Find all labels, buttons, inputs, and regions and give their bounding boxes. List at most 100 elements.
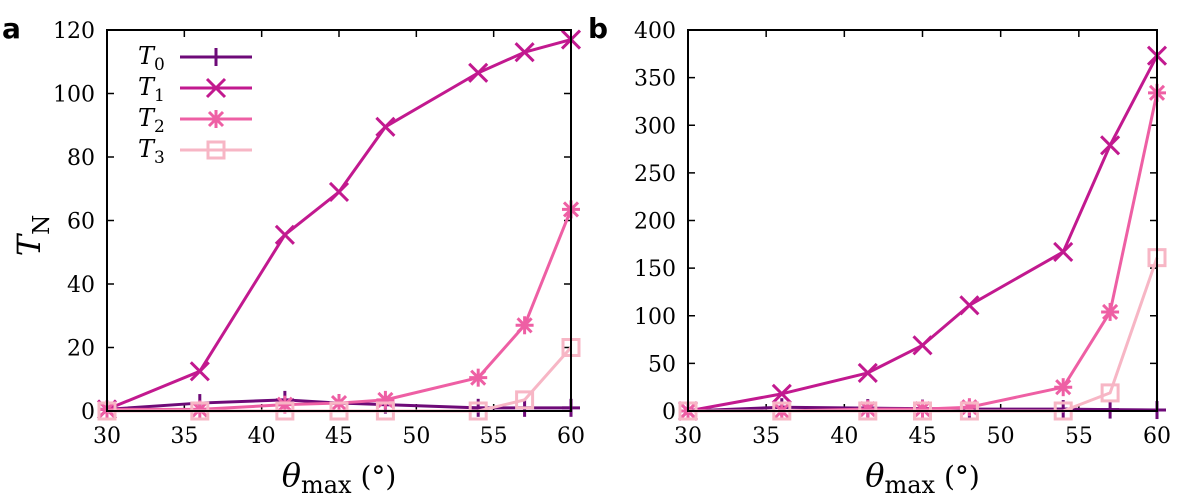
y-tick-label: 0: [662, 400, 676, 425]
x-tick-label: 40: [248, 424, 276, 449]
x-tick-label: 55: [1065, 424, 1093, 449]
x-tick-label: 45: [325, 424, 353, 449]
x-tick-label: 30: [93, 424, 121, 449]
x-tick-label: 40: [830, 424, 858, 449]
x-tick-label: 50: [402, 424, 430, 449]
panel-a: a 30 35 40 45 50 55 60 0 20 40 60 80 100 120 θmax (°) TN…: [2, 12, 585, 499]
data-point: [515, 390, 535, 410]
data-point: [468, 62, 489, 83]
panel-b: b 30 35 40 45 50 55 60 0 50 100 150 200 250 300 350 400 θ…: [588, 12, 1171, 499]
legend-entry-T2: T2: [138, 104, 252, 137]
data-point: [514, 42, 535, 63]
data-point: [1100, 383, 1120, 403]
data-point: [469, 368, 488, 387]
data-point: [375, 116, 396, 137]
point-marker-d2: [189, 361, 210, 382]
data-point: [190, 400, 209, 419]
point-marker-d2: [857, 362, 878, 383]
x-tick-label: 55: [480, 424, 508, 449]
series-line: [107, 208, 573, 411]
point-marker-d2: [514, 42, 535, 63]
data-point: [1053, 241, 1074, 262]
data-point: [912, 335, 933, 356]
x-tick-label: 35: [752, 424, 780, 449]
data-point: [189, 361, 210, 382]
data-point: [376, 390, 395, 409]
series-T2: [679, 83, 1166, 420]
y-axis-title: TN: [10, 215, 55, 256]
point-marker-d2: [468, 62, 489, 83]
point-marker-d2: [274, 224, 295, 245]
data-point: [1054, 378, 1073, 397]
point-marker-d2: [959, 295, 980, 316]
data-point: [1101, 400, 1120, 419]
x-tick-label: 35: [170, 424, 198, 449]
data-point: [328, 181, 350, 202]
x-tick-label: 45: [909, 424, 937, 449]
x-tick-label: 60: [1143, 424, 1171, 449]
legend-marker-box: [206, 140, 226, 160]
y-tick-label: 250: [634, 162, 676, 187]
x-axis-title: θmax (°): [282, 456, 397, 499]
y-tick-label: 200: [634, 210, 676, 235]
point-marker-d2: [377, 391, 394, 408]
legend-marker-d2: [205, 77, 227, 99]
legend-label: T2: [138, 104, 165, 137]
point-marker-d2: [191, 401, 208, 418]
y-tick-label: 120: [53, 19, 95, 44]
y-tick-label: 100: [53, 83, 95, 108]
y-tick-label: 50: [648, 352, 676, 377]
point-marker-d2: [276, 396, 293, 413]
point-marker-box: [1100, 383, 1120, 403]
x-tick-label: 30: [674, 424, 702, 449]
data-point: [1100, 135, 1121, 156]
plot-frame: [687, 29, 1158, 412]
data-point: [857, 362, 878, 383]
y-tick-label: 150: [634, 257, 676, 282]
data-point: [771, 383, 792, 404]
series-T2: [98, 200, 580, 419]
point-marker-d2: [516, 317, 533, 334]
point-marker-d2: [1100, 135, 1121, 156]
y-tick-label: 400: [634, 19, 676, 44]
y-tick-label: 350: [634, 67, 676, 92]
panel-letter: a: [2, 12, 21, 45]
point-marker-d2: [771, 383, 792, 404]
series-line: [688, 92, 1159, 413]
series-line: [106, 38, 572, 411]
y-tick-label: 80: [67, 146, 95, 171]
series-T3: [678, 248, 1167, 421]
legend-label: T1: [138, 73, 165, 106]
legend-entry-T3: T3: [138, 135, 252, 168]
x-axis-title: θmax (°): [865, 456, 980, 499]
point-marker-d2: [1102, 303, 1119, 321]
y-tick-label: 100: [634, 305, 676, 330]
data-point: [274, 224, 295, 245]
series-line: [687, 55, 1159, 413]
y-tick-label: 300: [634, 114, 676, 139]
point-marker-d2: [328, 181, 350, 202]
legend-label: T3: [138, 135, 165, 168]
data-point: [959, 295, 980, 316]
legend-entry-T1: T1: [138, 73, 252, 106]
point-marker-d2: [375, 116, 396, 137]
point-marker-d2: [1053, 241, 1074, 262]
legend-label: T0: [138, 42, 165, 75]
series-line: [688, 257, 1159, 413]
data-point: [515, 316, 534, 335]
data-point: [1101, 302, 1120, 321]
y-tick-label: 60: [67, 210, 95, 235]
series-T1: [677, 45, 1168, 422]
x-tick-label: 60: [557, 424, 585, 449]
point-marker-box: [515, 390, 535, 410]
y-tick-label: 40: [67, 273, 95, 298]
point-marker-d2: [912, 335, 933, 356]
data-point: [960, 398, 979, 417]
legend-entry-T0: T0: [138, 42, 252, 75]
y-axis-title-group: TN: [10, 215, 55, 256]
y-tick-label: 20: [67, 337, 95, 362]
series-T1: [96, 29, 582, 420]
y-tick-label: 0: [81, 400, 95, 425]
